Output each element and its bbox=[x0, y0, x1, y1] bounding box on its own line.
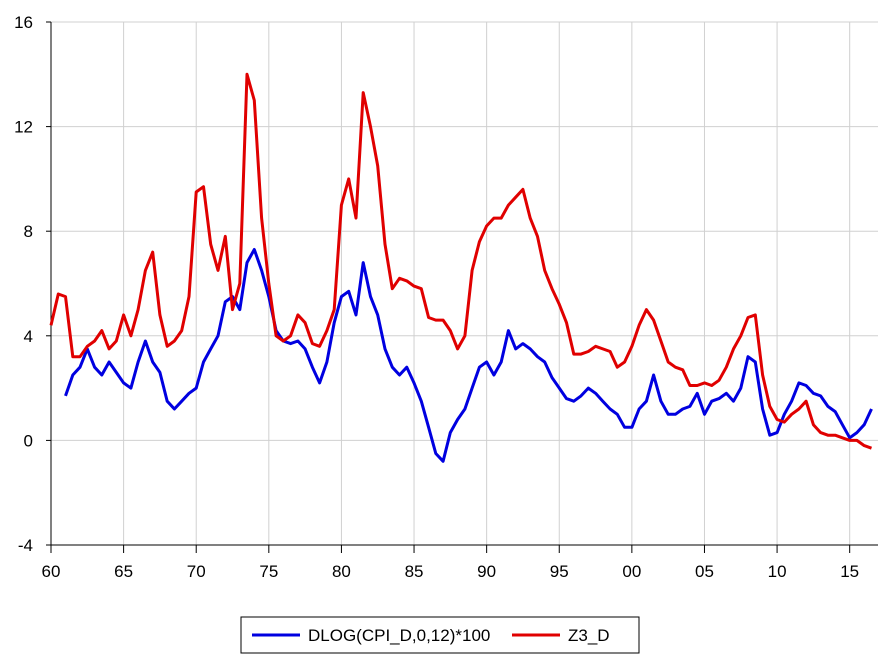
x-tick-label: 95 bbox=[550, 562, 569, 581]
legend-label: DLOG(CPI_D,0,12)*100 bbox=[308, 626, 490, 645]
legend-box bbox=[240, 616, 640, 654]
x-tick-label: 60 bbox=[42, 562, 61, 581]
legend-label: Z3_D bbox=[568, 626, 610, 645]
x-tick-label: 85 bbox=[405, 562, 424, 581]
x-tick-label: 75 bbox=[259, 562, 278, 581]
y-tick-label: 4 bbox=[24, 327, 33, 346]
x-tick-label: 10 bbox=[768, 562, 787, 581]
x-tick-label: 00 bbox=[622, 562, 641, 581]
x-tick-label: 05 bbox=[695, 562, 714, 581]
y-tick-label: 0 bbox=[24, 431, 33, 450]
x-tick-label: 80 bbox=[332, 562, 351, 581]
series-line bbox=[64, 248, 873, 463]
y-tick-label: -4 bbox=[18, 536, 33, 555]
x-tick-label: 65 bbox=[114, 562, 133, 581]
x-tick-label: 90 bbox=[477, 562, 496, 581]
x-tick-label: 70 bbox=[187, 562, 206, 581]
x-tick-label: 15 bbox=[840, 562, 859, 581]
series-line bbox=[49, 72, 873, 450]
y-tick-label: 16 bbox=[14, 13, 33, 32]
y-tick-label: 12 bbox=[14, 118, 33, 137]
y-tick-label: 8 bbox=[24, 222, 33, 241]
